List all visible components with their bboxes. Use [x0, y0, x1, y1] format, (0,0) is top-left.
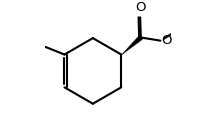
Polygon shape: [122, 36, 143, 55]
Text: O: O: [161, 34, 172, 47]
Text: O: O: [135, 1, 145, 14]
